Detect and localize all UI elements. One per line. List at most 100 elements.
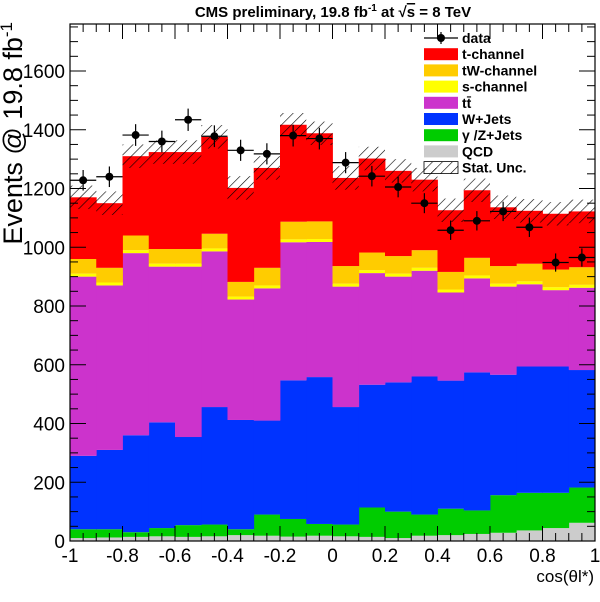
- bar-tt--16: [490, 286, 517, 375]
- data-point-14: [446, 226, 455, 235]
- bar-s-channel-0: [70, 273, 97, 277]
- bar-tt--4: [175, 266, 202, 438]
- bar-tt--2: [122, 253, 150, 436]
- stat-unc-6: [227, 176, 254, 200]
- legend-swatch: [424, 80, 458, 93]
- bar-tw-channel-2: [122, 235, 150, 251]
- data-point-12: [394, 183, 403, 192]
- y-tick-label: 0: [54, 532, 65, 553]
- bar-tt--8: [280, 242, 307, 381]
- bar-t-channel-3: [148, 152, 176, 250]
- x-axis: -1 -0.8 -0.6 -0.4 -0.2 0 0.2 0.4 0.6 0.8 1: [62, 24, 600, 567]
- legend-label: W+Jets: [462, 111, 512, 127]
- x-tick-label: 1: [590, 546, 600, 567]
- bar-s-channel-2: [122, 250, 150, 254]
- bar--z-jets-15: [463, 510, 491, 534]
- bar-w-jets-8: [280, 380, 307, 519]
- data-point-0: [79, 176, 88, 185]
- legend-swatch: [424, 64, 458, 77]
- bar-tw-channel-17: [516, 263, 543, 282]
- data-point-7: [262, 149, 271, 158]
- bar-tw-channel-5: [201, 233, 228, 249]
- bar--z-jets-13: [411, 514, 438, 536]
- bar-t-channel-10: [332, 177, 360, 267]
- legend-label: γ /Z+Jets: [462, 127, 523, 143]
- bar-tw-channel-19: [568, 267, 596, 285]
- y-tick-label: 800: [33, 297, 65, 318]
- bar-t-channel-7: [253, 167, 281, 268]
- stat-unc-2: [122, 144, 149, 168]
- bar-tt--19: [568, 287, 596, 371]
- bar-w-jets-18: [542, 366, 570, 493]
- bar--z-jets-19: [568, 487, 596, 523]
- bar-s-channel-11: [358, 270, 386, 274]
- data-point-5: [210, 132, 219, 141]
- bar-tw-channel-18: [542, 269, 570, 288]
- data-point-6: [236, 146, 245, 155]
- bar-w-jets-1: [96, 449, 123, 530]
- x-tick-label: -0.2: [264, 546, 297, 567]
- bar-tt--1: [96, 285, 123, 450]
- bar-tt--15: [463, 278, 491, 373]
- legend-data-marker: [437, 34, 445, 42]
- legend-hatch-swatch: [423, 161, 459, 175]
- bar-s-channel-16: [490, 283, 517, 287]
- bar-s-channel-1: [96, 282, 123, 286]
- stat-unc-7: [253, 156, 280, 180]
- bar-s-channel-9: [306, 239, 333, 242]
- legend-label: tW-channel: [462, 62, 537, 78]
- x-tick-label: 0.6: [477, 546, 503, 567]
- bar-tw-channel-8: [280, 221, 307, 240]
- legend-label: Stat. Unc.: [462, 160, 527, 176]
- data-point-15: [472, 216, 481, 225]
- stat-unc-4: [175, 140, 202, 164]
- bar-s-channel-19: [568, 284, 596, 288]
- bar--z-jets-3: [148, 528, 176, 537]
- legend-swatch: [424, 145, 458, 158]
- bar-w-jets-16: [490, 374, 517, 496]
- bar-s-channel-13: [411, 267, 438, 271]
- sqrt-symbol: √: [399, 4, 408, 21]
- bar-tt--18: [542, 290, 570, 367]
- legend-label: data: [462, 30, 491, 46]
- legend-swatch: [424, 113, 458, 125]
- bar--z-jets-5: [201, 524, 228, 537]
- bar-s-channel-14: [437, 289, 465, 293]
- bar-tw-channel-3: [148, 249, 176, 264]
- bar--z-jets-16: [490, 495, 517, 533]
- legend: datat-channeltW-channels-channeltt̄W+Jet…: [423, 30, 537, 176]
- y-tick-label: 1000: [23, 238, 65, 259]
- bar--z-jets-8: [280, 518, 307, 537]
- bar-s-channel-10: [332, 283, 360, 287]
- y-axis: 0 200 400 600 800 1000 1200 1400 1600: [23, 26, 595, 553]
- bar-tt--0: [70, 276, 97, 456]
- bar-w-jets-9: [306, 377, 333, 524]
- legend-label: tt̄: [462, 95, 472, 111]
- stat-unc-15: [463, 178, 490, 203]
- y-tick-label: 1600: [23, 62, 65, 83]
- bar-t-channel-4: [175, 152, 202, 250]
- data-point-10: [341, 158, 350, 167]
- legend-swatch: [424, 48, 458, 61]
- bar-w-jets-7: [253, 420, 281, 515]
- bar--z-jets-10: [332, 524, 360, 537]
- bar-w-jets-13: [411, 376, 438, 515]
- stat-unc-10: [332, 166, 359, 190]
- bar-tw-channel-12: [385, 256, 412, 274]
- x-tick-label: 0: [327, 546, 338, 567]
- data-point-17: [525, 223, 534, 232]
- bar-tt--3: [148, 266, 176, 423]
- bar-s-channel-6: [227, 296, 255, 300]
- bar-tt--10: [332, 286, 360, 408]
- stat-unc-19: [568, 199, 595, 224]
- data-point-16: [499, 207, 508, 216]
- y-axis-label: Events @ 19.8 fb-1: [0, 22, 28, 245]
- bar-w-jets-10: [332, 407, 360, 525]
- legend-swatch: [424, 129, 458, 142]
- data-point-19: [577, 253, 586, 262]
- bar-tw-channel-4: [175, 249, 202, 264]
- bar-tw-channel-16: [490, 266, 517, 284]
- x-tick-label: -0.4: [211, 546, 244, 567]
- bar--z-jets-9: [306, 523, 333, 536]
